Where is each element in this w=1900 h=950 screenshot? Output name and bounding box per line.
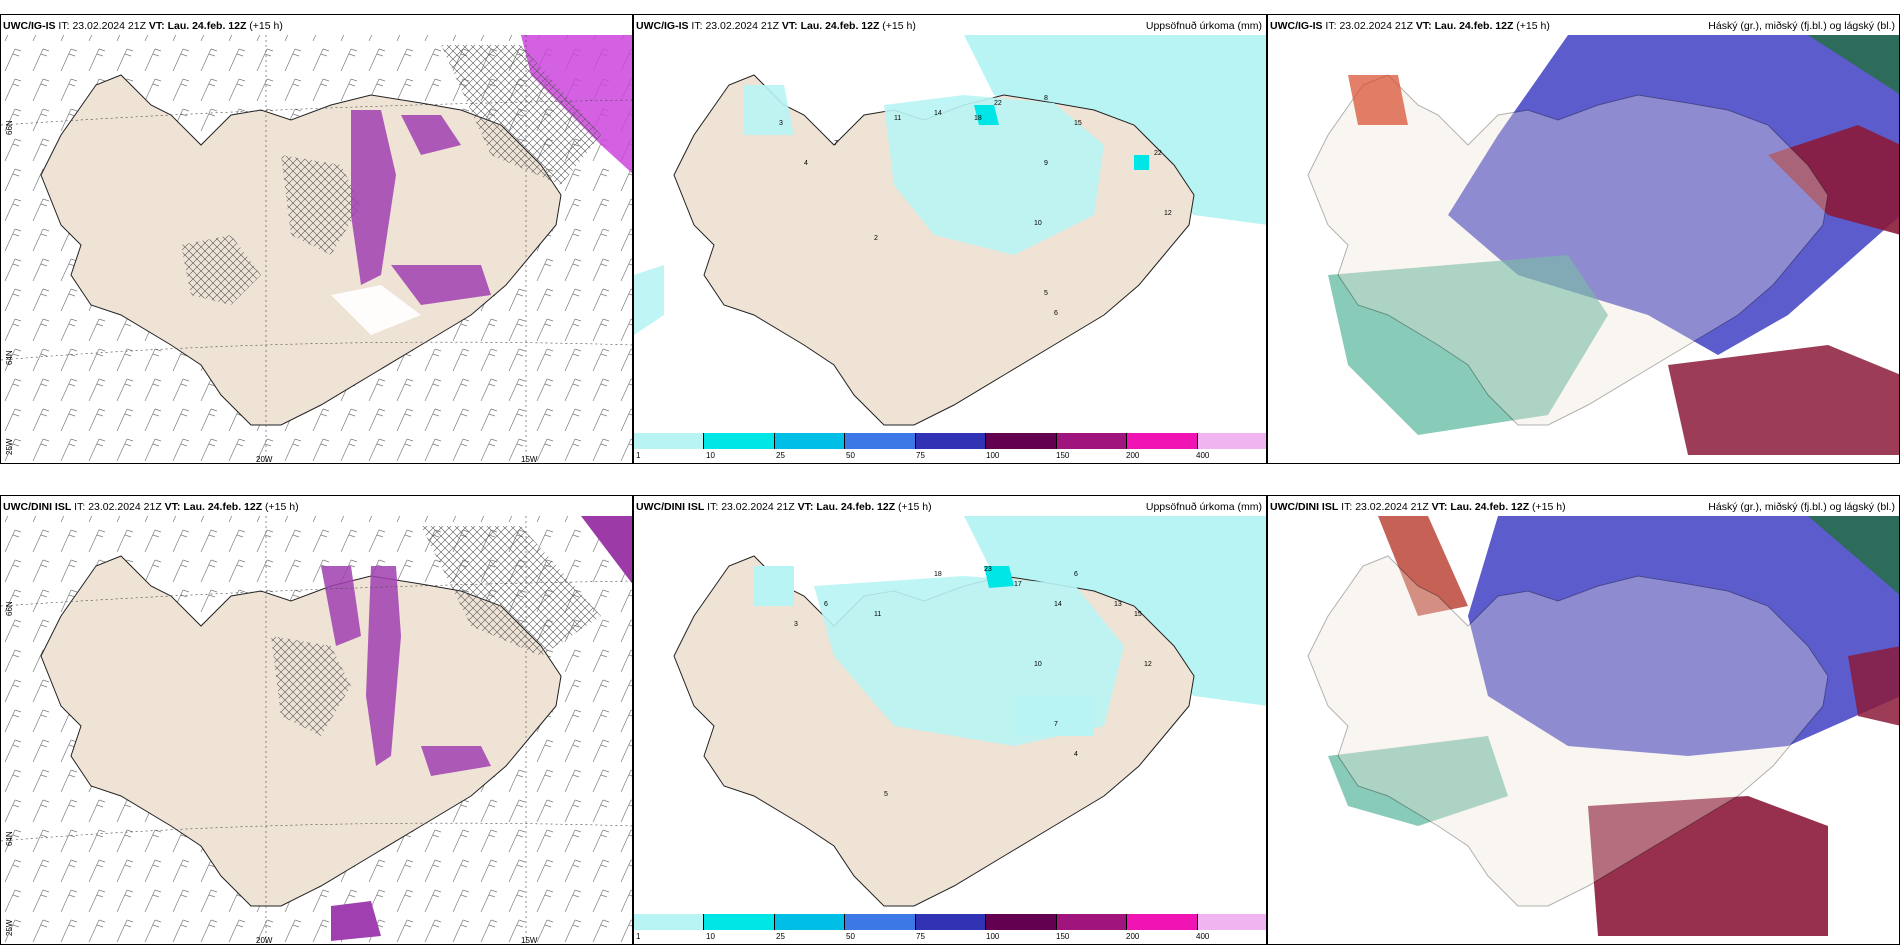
colorbar-swatch [915,914,987,930]
svg-text:2: 2 [874,235,878,242]
wind-map [1,35,632,463]
cloud-map [1268,35,1899,463]
panel-clouds-ig-is: UWC/IG-IS IT: 23.02.2024 21Z VT: Lau. 24… [1267,14,1900,464]
hatched-region [421,526,601,656]
svg-text:22: 22 [994,100,1002,107]
wind-map [1,516,632,944]
svg-text:10: 10 [1034,220,1042,227]
low-cloud [1588,796,1828,936]
panel-precip-dini: UWC/DINI ISL IT: 23.02.2024 21Z VT: Lau.… [633,495,1267,945]
svg-text:6: 6 [1054,310,1058,317]
colorbar-swatch [915,433,987,449]
lon-label: 20W [256,455,273,464]
green-cloud [1328,736,1508,826]
purple-region [521,35,632,174]
high-cloud [1808,516,1899,595]
colorbar [634,433,1266,449]
svg-text:7: 7 [1054,721,1058,728]
svg-text:23: 23 [984,566,992,573]
panel-precip-ig-is: UWC/IG-IS IT: 23.02.2024 21Z VT: Lau. 24… [633,14,1267,464]
svg-text:14: 14 [934,110,942,117]
lat-label: 66N [5,120,14,135]
lat-label: 64N [5,831,14,846]
colorbar-swatch [1127,433,1198,449]
svg-text:7: 7 [834,140,838,147]
svg-text:11: 11 [874,611,881,618]
precip-map: 3 6 11 18 23 17 14 6 13 15 12 10 7 4 5 5 [673,516,1266,928]
svg-text:4: 4 [1074,751,1078,758]
svg-text:5: 5 [884,791,888,798]
svg-text:18: 18 [934,571,942,578]
panel-wind-ig-is: UWC/IG-IS IT: 23.02.2024 21Z VT: Lau. 24… [0,14,633,464]
lon-label: 15W [521,936,538,945]
svg-text:14: 14 [1054,601,1062,608]
panel-clouds-dini: UWC/DINI ISL IT: 23.02.2024 21Z VT: Lau.… [1267,495,1900,945]
panel-header: UWC/DINI ISL IT: 23.02.2024 21Z VT: Lau.… [3,501,299,513]
colorbar-swatch [986,914,1057,930]
lat-label: 25W [5,438,14,455]
svg-text:6: 6 [824,601,828,608]
svg-text:17: 17 [1014,581,1022,588]
lon-label: 20W [256,936,273,945]
colorbar-swatch [774,433,846,449]
iceland-outline [1307,74,1829,426]
svg-text:3: 3 [779,120,783,127]
colorbar-swatch [634,433,705,449]
svg-text:11: 11 [894,115,901,122]
iceland-landmass [40,555,562,907]
panel-header: UWC/IG-IS IT: 23.02.2024 21Z VT: Lau. 24… [3,20,283,32]
lat-label: 64N [5,350,14,365]
iceland-outline [1307,555,1829,907]
low-cloud [1768,125,1899,235]
panel-header: UWC/IG-IS IT: 23.02.2024 21Z VT: Lau. 24… [636,20,1262,32]
colorbar-swatch [774,914,846,930]
colorbar [634,914,1266,930]
lat-label: 66N [5,601,14,616]
svg-text:8: 8 [1044,95,1048,102]
precip-map: 3 4 7 11 14 18 22 8 9 10 15 22 12 2 5 6 [634,35,1266,426]
panel-header: UWC/IG-IS IT: 23.02.2024 21Z VT: Lau. 24… [1270,20,1895,32]
cloud-map [1268,516,1899,944]
colorbar-swatch [1197,433,1266,449]
svg-text:3: 3 [794,621,798,628]
colorbar-labels: 1 10 25 50 75 100 150 200 400 [636,451,1210,460]
colorbar-swatch [1056,914,1128,930]
iceland-landmass [40,74,562,426]
svg-text:18: 18 [974,115,982,122]
svg-text:10: 10 [1034,661,1042,668]
colorbar-swatch [845,914,916,930]
colorbar-swatch [634,914,705,930]
svg-text:12: 12 [1144,661,1152,668]
colorbar-swatch [845,433,916,449]
svg-text:6: 6 [1074,571,1078,578]
high-cloud [1808,35,1899,94]
lon-label: 15W [521,455,538,464]
precip-values: 3 4 7 11 14 18 22 8 9 10 15 22 12 2 5 6 [779,95,1172,317]
hatched-region [441,45,601,185]
colorbar-swatch [986,433,1057,449]
purple-band [351,110,396,285]
purple-band [366,566,401,766]
colorbar-swatch [704,433,775,449]
colorbar-swatch [704,914,775,930]
panel-header: UWC/DINI ISL IT: 23.02.2024 21Z VT: Lau.… [636,501,1262,513]
colorbar-swatch [1056,433,1128,449]
svg-text:15: 15 [1074,120,1082,127]
svg-text:9: 9 [1044,160,1048,167]
colorbar-swatch [1197,914,1266,930]
mid-cloud [1468,516,1899,756]
colorbar-swatch [1127,914,1198,930]
svg-text:4: 4 [804,160,808,167]
svg-text:5: 5 [1044,290,1048,297]
panel-header: UWC/DINI ISL IT: 23.02.2024 21Z VT: Lau.… [1270,501,1895,513]
green-cloud [1328,255,1608,435]
svg-text:15: 15 [1134,611,1142,618]
svg-text:13: 13 [1114,601,1122,608]
lat-label: 25W [5,919,14,936]
svg-text:22: 22 [1154,150,1162,157]
colorbar-labels: 1 10 25 50 75 100 150 200 400 [636,932,1210,941]
panel-wind-dini: UWC/DINI ISL IT: 23.02.2024 21Z VT: Lau.… [0,495,633,945]
svg-text:12: 12 [1164,210,1172,217]
